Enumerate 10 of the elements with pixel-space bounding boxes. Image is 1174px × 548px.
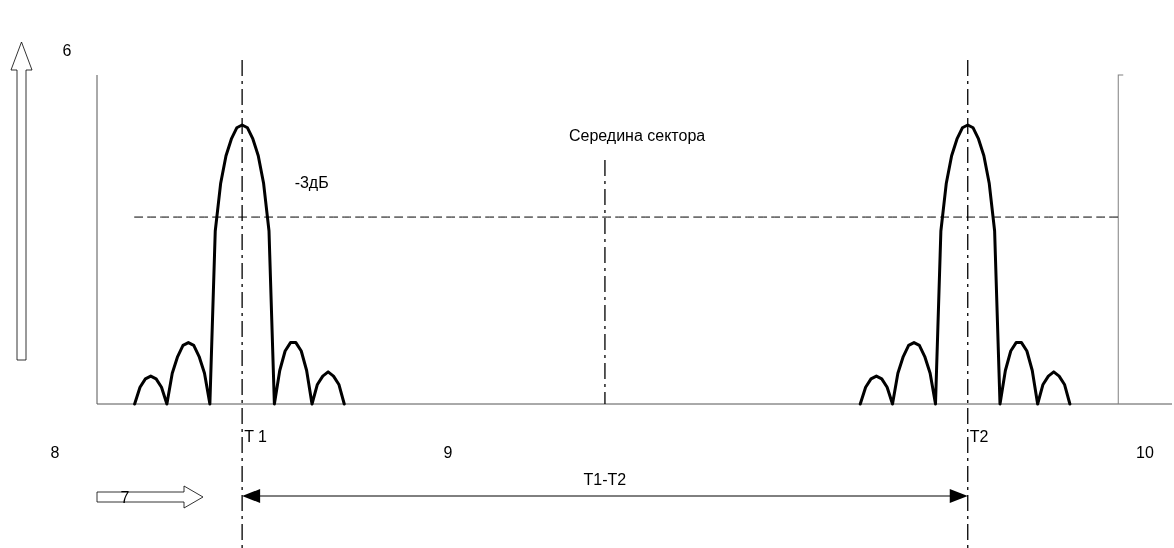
text: T 1	[244, 428, 268, 445]
text: 7	[120, 489, 130, 506]
series-label: -3дБ	[294, 174, 329, 192]
text: 10	[1136, 444, 1154, 461]
text: T1-T2	[583, 471, 627, 488]
text: 9	[443, 444, 453, 461]
annotation: Середина сектора	[568, 127, 706, 144]
text: 6	[62, 42, 72, 59]
text: T2	[969, 428, 989, 445]
text: 8	[50, 444, 60, 461]
